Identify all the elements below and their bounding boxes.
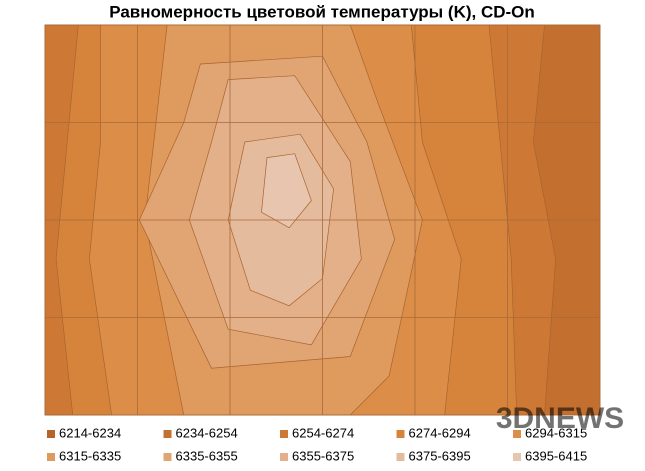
legend-swatch: [513, 430, 521, 438]
legend-label: 6375-6395: [409, 448, 471, 463]
legend-swatch: [47, 430, 55, 438]
legend-swatch: [280, 430, 288, 438]
plot-area: [44, 24, 601, 416]
legend-swatch: [396, 453, 405, 461]
watermark: 3DNEWS: [496, 402, 624, 435]
contour-band: [261, 153, 312, 229]
legend-label: 6214-6234: [59, 425, 121, 440]
legend-swatch: [280, 453, 288, 461]
legend-label: 6294-6315: [525, 425, 587, 440]
legend-label: 6335-6355: [176, 448, 238, 463]
legend-label: 6395-6415: [525, 448, 587, 463]
legend-swatch: [163, 453, 172, 461]
legend-swatch: [47, 453, 55, 461]
legend: 6214-6234 6234-6254 6254-6274 6274-6294 6294…: [47, 425, 587, 463]
legend-swatch: [163, 430, 172, 438]
chart-title: Равномерность цветовой температуры (K), …: [109, 2, 535, 21]
legend-label: 6254-6274: [292, 425, 354, 440]
legend-swatch: [396, 430, 405, 438]
legend-label: 6274-6294: [409, 425, 471, 440]
legend-label: 6355-6375: [292, 448, 354, 463]
legend-label: 6234-6254: [176, 425, 238, 440]
legend-swatch: [513, 453, 521, 461]
legend-label: 6315-6335: [59, 448, 121, 463]
